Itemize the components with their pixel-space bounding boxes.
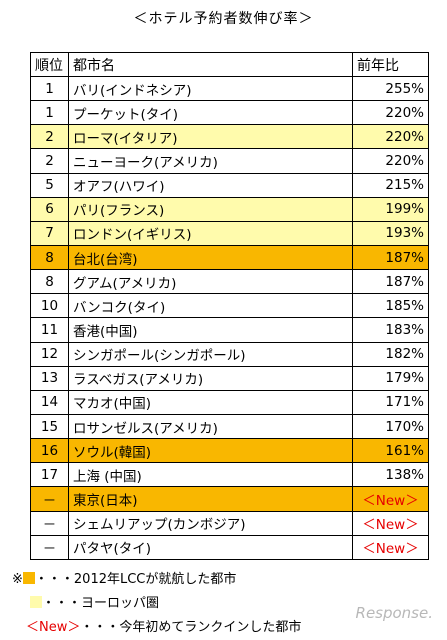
city-cell: 香港(中国) xyxy=(68,317,353,343)
table-row: 17 上海 (中国) 138% xyxy=(30,462,429,488)
city-cell: ソウル(韓国) xyxy=(68,438,353,464)
legend-lcc-text: ・・・2012年LCCが就航した都市 xyxy=(34,572,237,587)
header-city: 都市名 xyxy=(68,52,353,77)
rank-cell: 1 xyxy=(30,100,69,126)
rank-cell: 7 xyxy=(30,220,69,246)
table-row: 6 パリ(フランス) 199% xyxy=(30,196,429,222)
table-row: 14 マカオ(中国) 171% xyxy=(30,389,429,415)
city-cell: ローマ(イタリア) xyxy=(68,124,353,150)
city-cell: シンガポール(シンガポール) xyxy=(68,341,353,367)
table-row: －パタヤ(タイ) ＜New＞ xyxy=(30,534,429,561)
table-row: 5 オアフ(ハワイ) 215% xyxy=(30,172,429,198)
ratio-cell: 185% xyxy=(352,293,429,319)
ratio-cell: 199% xyxy=(352,196,429,222)
ratio-cell: 220% xyxy=(352,124,429,150)
table-row: 7 ロンドン(イギリス) 193% xyxy=(30,220,429,246)
rank-cell: 15 xyxy=(30,413,69,440)
city-cell: プーケット(タイ) xyxy=(68,100,353,126)
header-rank: 順位 xyxy=(30,52,69,77)
legend-new-text: ・・・今年初めてランクインした都市 xyxy=(80,620,302,635)
ratio-cell: 220% xyxy=(352,100,429,126)
rank-cell: 10 xyxy=(30,293,69,319)
ratio-cell: 161% xyxy=(352,438,429,464)
new-label: ＜New＞ xyxy=(26,620,81,635)
city-cell: パリ(フランス) xyxy=(68,196,353,222)
city-cell: シェムリアップ(カンボジア) xyxy=(68,510,353,536)
city-cell: オアフ(ハワイ) xyxy=(68,172,353,198)
city-cell: 台北(台湾) xyxy=(68,244,353,271)
table-row: 11 香港(中国) 183% xyxy=(30,317,429,343)
ranking-table-body: 1 バリ(インドネシア) 255% 1 プーケット(タイ) 220% 2 ローマ(イタリア) 2… xyxy=(30,75,429,561)
legend-europe-text: ・・・ヨーロッパ圏 xyxy=(42,596,160,611)
table-row: 1 バリ(インドネシア) 255% xyxy=(30,75,429,102)
rank-cell: － xyxy=(30,534,69,561)
europe-swatch xyxy=(30,596,42,608)
table-row: 16 ソウル(韓国) 161% xyxy=(30,438,429,464)
rank-cell: 12 xyxy=(30,341,69,367)
city-cell: ロンドン(イギリス) xyxy=(68,220,353,246)
city-cell: マカオ(中国) xyxy=(68,389,353,415)
rank-cell: 17 xyxy=(30,462,69,488)
table-row: 8 グアム(アメリカ) 187% xyxy=(30,269,429,295)
table-header-row: 順位 都市名 前年比 xyxy=(30,52,429,77)
rank-cell: 13 xyxy=(30,365,69,391)
ratio-cell: 179% xyxy=(352,365,429,391)
rank-cell: 1 xyxy=(30,75,69,102)
table-row: －東京(日本) ＜New＞ xyxy=(30,486,429,512)
ratio-cell: ＜New＞ xyxy=(352,486,429,512)
ranking-table: 順位 都市名 前年比 1 バリ(インドネシア) 255% 1 プーケット(タイ) 220%… xyxy=(30,52,429,561)
city-cell: ラスベガス(アメリカ) xyxy=(68,365,353,391)
legend-new: ＜New＞・・・今年初めてランクインした都市 xyxy=(26,616,301,635)
ratio-cell: 220% xyxy=(352,148,429,174)
rank-cell: － xyxy=(30,486,69,512)
table-row: 2 ニューヨーク(アメリカ) 220% xyxy=(30,148,429,174)
table-row: 12 シンガポール(シンガポール) 182% xyxy=(30,341,429,367)
rank-cell: 2 xyxy=(30,124,69,150)
table-row: 1 プーケット(タイ) 220% xyxy=(30,100,429,126)
city-cell: バンコク(タイ) xyxy=(68,293,353,319)
ratio-cell: ＜New＞ xyxy=(352,534,429,561)
city-cell: 東京(日本) xyxy=(68,486,353,512)
ratio-cell: 183% xyxy=(352,317,429,343)
city-cell: パタヤ(タイ) xyxy=(68,534,353,561)
table-row: 2 ローマ(イタリア) 220% xyxy=(30,124,429,150)
watermark-logo: Response. xyxy=(355,604,433,622)
ratio-cell: 170% xyxy=(352,413,429,440)
lcc-swatch xyxy=(22,572,35,584)
ratio-cell: 171% xyxy=(352,389,429,415)
ratio-cell: 138% xyxy=(352,462,429,488)
legend-europe: ・・・ヨーロッパ圏 xyxy=(30,592,159,611)
ratio-cell: 182% xyxy=(352,341,429,367)
rank-cell: 8 xyxy=(30,244,69,271)
rank-cell: 5 xyxy=(30,172,69,198)
page-title: ＜ホテル予約者数伸び率＞ xyxy=(133,11,314,27)
table-row: －シェムリアップ(カンボジア) ＜New＞ xyxy=(30,510,429,536)
table-row: 15 ロサンゼルス(アメリカ) 170% xyxy=(30,413,429,440)
ratio-cell: 193% xyxy=(352,220,429,246)
ratio-cell: 255% xyxy=(352,75,429,102)
ratio-cell: ＜New＞ xyxy=(352,510,429,536)
header-ratio: 前年比 xyxy=(352,52,429,77)
city-cell: 上海 (中国) xyxy=(68,462,353,488)
rank-cell: － xyxy=(30,510,69,536)
ratio-cell: 215% xyxy=(352,172,429,198)
rank-cell: 16 xyxy=(30,438,69,464)
rank-cell: 14 xyxy=(30,389,69,415)
note-mark: ※ xyxy=(12,572,23,587)
ratio-cell: 187% xyxy=(352,244,429,271)
table-row: 8 台北(台湾) 187% xyxy=(30,244,429,271)
legend-lcc: ※ ・・・2012年LCCが就航した都市 xyxy=(12,568,236,587)
rank-cell: 11 xyxy=(30,317,69,343)
city-cell: ニューヨーク(アメリカ) xyxy=(68,148,353,174)
city-cell: ロサンゼルス(アメリカ) xyxy=(68,413,353,440)
city-cell: バリ(インドネシア) xyxy=(68,75,353,102)
rank-cell: 2 xyxy=(30,148,69,174)
rank-cell: 6 xyxy=(30,196,69,222)
table-row: 13 ラスベガス(アメリカ) 179% xyxy=(30,365,429,391)
city-cell: グアム(アメリカ) xyxy=(68,269,353,295)
table-row: 10 バンコク(タイ) 185% xyxy=(30,293,429,319)
rank-cell: 8 xyxy=(30,269,69,295)
ratio-cell: 187% xyxy=(352,269,429,295)
